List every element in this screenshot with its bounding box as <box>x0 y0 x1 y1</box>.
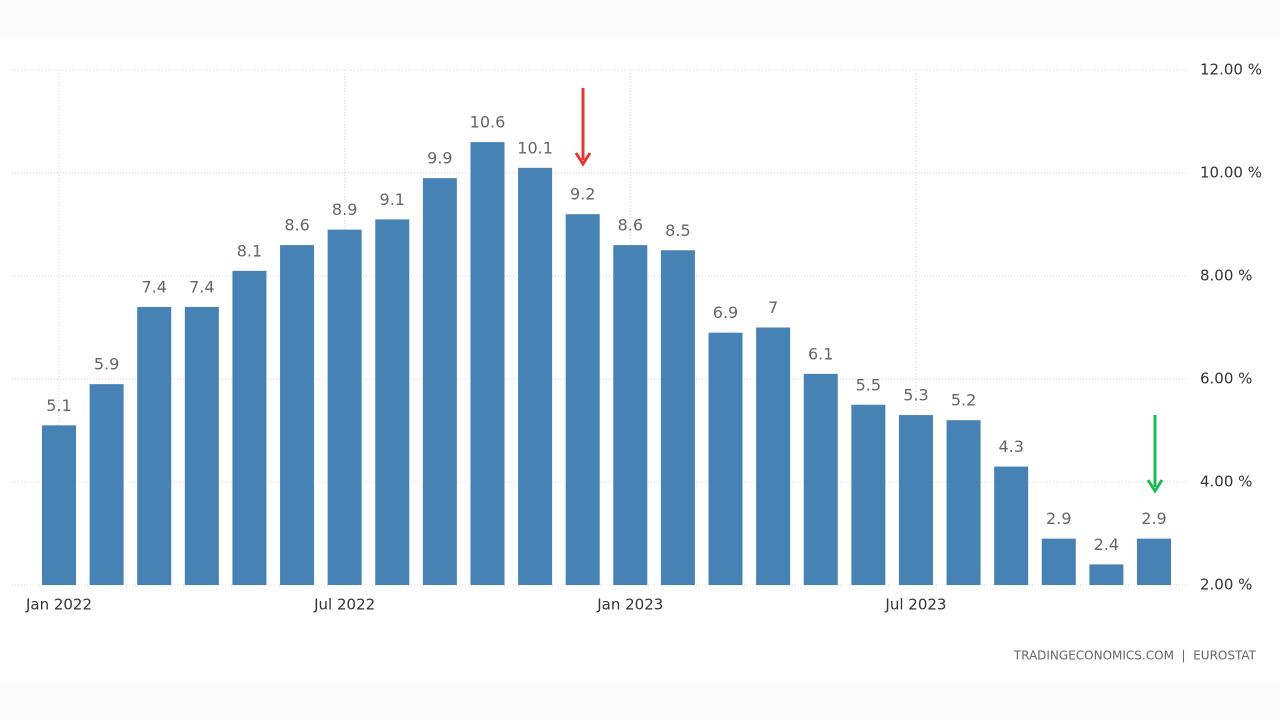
bar <box>803 373 838 585</box>
x-tick-label: Jan 2022 <box>25 596 92 614</box>
value-label: 7.4 <box>189 277 214 296</box>
value-label: 9.1 <box>380 190 405 209</box>
y-tick-label: 10.00 % <box>1200 164 1262 182</box>
value-label: 5.2 <box>951 391 976 410</box>
y-tick-label: 4.00 % <box>1200 473 1252 491</box>
x-tick-label: Jan 2023 <box>596 596 663 614</box>
bar <box>89 384 124 585</box>
value-label: 5.9 <box>94 355 119 374</box>
red-arrow-head <box>574 152 592 167</box>
value-label: 8.1 <box>237 241 262 260</box>
x-tick-label: Jul 2023 <box>884 596 946 614</box>
value-label: 6.9 <box>713 303 738 322</box>
bar <box>898 415 933 585</box>
value-label: 7 <box>768 298 778 317</box>
value-label: 9.2 <box>570 185 595 204</box>
value-label: 2.4 <box>1094 535 1119 554</box>
value-label: 10.6 <box>470 113 506 132</box>
value-label: 9.9 <box>427 149 452 168</box>
bar <box>994 466 1029 585</box>
bar <box>1041 538 1076 585</box>
value-label: 5.5 <box>856 375 881 394</box>
value-label: 4.3 <box>998 437 1023 456</box>
bar <box>232 270 267 585</box>
y-tick-label: 2.00 % <box>1200 576 1252 594</box>
y-tick-label: 8.00 % <box>1200 267 1252 285</box>
bars <box>42 142 1171 585</box>
value-label: 5.3 <box>903 386 928 405</box>
value-label: 8.5 <box>665 221 690 240</box>
value-label: 6.1 <box>808 344 833 363</box>
value-label: 8.9 <box>332 200 357 219</box>
bar <box>518 167 553 585</box>
bar <box>470 142 505 585</box>
x-tick-label: Jul 2022 <box>313 596 375 614</box>
value-label: 7.4 <box>141 277 166 296</box>
bar <box>375 219 410 585</box>
bar <box>660 250 695 585</box>
y-tick-label: 12.00 % <box>1200 61 1262 79</box>
value-label: 2.9 <box>1141 509 1166 528</box>
value-label: 8.6 <box>284 216 309 235</box>
value-label: 2.9 <box>1046 509 1071 528</box>
bar <box>42 425 76 585</box>
bar <box>708 332 743 585</box>
bar <box>280 245 315 585</box>
y-tick-label: 6.00 % <box>1200 370 1252 388</box>
value-label: 8.6 <box>618 216 643 235</box>
value-label: 5.1 <box>46 396 71 415</box>
bar <box>565 214 600 585</box>
labels: 2.00 % 4.00 % 6.00 % 8.00 % 10.00 % 12.00 % Ja… <box>25 61 1262 614</box>
bar <box>422 178 457 585</box>
bar <box>851 404 886 585</box>
source: TRADINGECONOMICS.COM | EUROSTAT <box>1013 649 1257 663</box>
bar <box>946 420 981 585</box>
bar <box>327 229 362 585</box>
bar <box>756 327 791 585</box>
bar <box>1089 564 1124 585</box>
bar <box>137 306 172 585</box>
bar <box>1137 538 1171 585</box>
bar <box>613 245 648 585</box>
value-label: 10.1 <box>517 138 553 157</box>
green-arrow-head <box>1146 479 1164 494</box>
bar <box>184 306 219 585</box>
